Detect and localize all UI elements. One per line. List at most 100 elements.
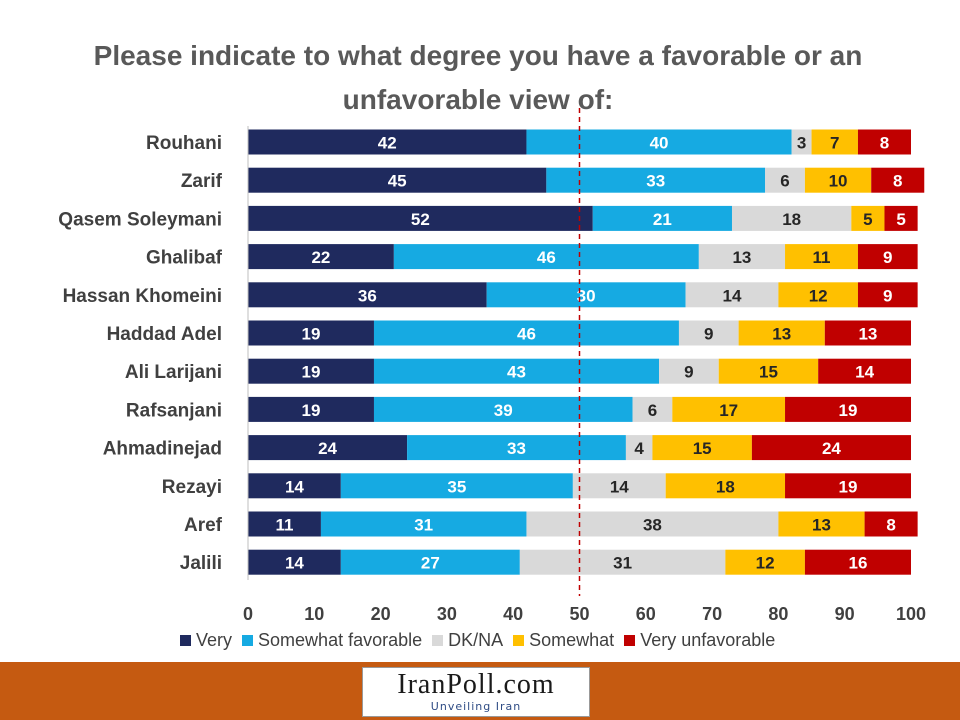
- iranpoll-logo: IranPoll.com Unveiling Iran: [362, 667, 590, 717]
- data-label: 24: [318, 439, 337, 458]
- x-tick-label: 90: [835, 604, 855, 624]
- bar-segment: [765, 167, 805, 193]
- bar-segment: [857, 244, 918, 270]
- bar-segment: [248, 549, 341, 575]
- category-label: Rezayi: [162, 477, 222, 498]
- bar-segment: [785, 396, 911, 422]
- bar-segment: [340, 549, 520, 575]
- legend-label: Very unfavorable: [640, 630, 776, 650]
- bar-segment: [486, 282, 686, 308]
- data-label: 19: [839, 477, 858, 496]
- data-label: 11: [275, 516, 293, 535]
- bar-segment: [818, 358, 911, 384]
- bar-segment: [320, 511, 527, 537]
- legend-swatch: [180, 635, 191, 646]
- data-label: 8: [886, 516, 895, 535]
- bar-segment: [248, 511, 321, 537]
- bar-segment: [678, 320, 739, 346]
- legend-item: Somewhat: [513, 630, 614, 651]
- data-label: 24: [822, 439, 841, 458]
- data-label: 6: [648, 401, 657, 420]
- legend-label: DK/NA: [448, 630, 504, 650]
- x-tick-label: 0: [243, 604, 253, 624]
- bar-segment: [871, 167, 925, 193]
- legend-swatch: [432, 635, 444, 646]
- legend-label: Very: [196, 630, 233, 650]
- data-label: 30: [577, 286, 596, 305]
- x-tick-label: 70: [702, 604, 722, 624]
- bar-segment: [592, 205, 732, 231]
- data-label: 46: [517, 325, 536, 344]
- bar-segment: [718, 358, 819, 384]
- bar-segment: [731, 205, 852, 231]
- bar-segment: [698, 244, 786, 270]
- bar-segment: [572, 473, 666, 499]
- category-label: Qasem Soleymani: [58, 209, 222, 230]
- category-label: Aref: [184, 515, 223, 536]
- bar-segment: [884, 205, 918, 231]
- data-label: 4: [634, 439, 644, 458]
- bar-segment: [248, 205, 593, 231]
- data-label: 9: [883, 248, 892, 267]
- category-label: Jalili: [180, 553, 222, 574]
- logo-tagline: Unveiling Iran: [430, 700, 522, 713]
- data-label: 52: [411, 210, 430, 229]
- category-label: Haddad Adel: [107, 324, 222, 345]
- bar-segment: [864, 511, 918, 537]
- bar-segment: [546, 167, 766, 193]
- x-tick-label: 40: [503, 604, 523, 624]
- category-label: Rafsanjani: [126, 400, 222, 421]
- data-label: 31: [613, 554, 632, 573]
- legend-item: DK/NA: [432, 630, 503, 651]
- data-label: 14: [723, 286, 742, 305]
- bar-segment: [373, 320, 679, 346]
- data-label: 22: [311, 248, 330, 267]
- bar-segment: [652, 435, 752, 461]
- data-label: 19: [302, 363, 321, 382]
- data-label: 11: [813, 248, 831, 267]
- legend-label: Somewhat: [529, 630, 615, 650]
- data-label: 38: [643, 516, 662, 535]
- data-label: 9: [883, 286, 892, 305]
- chart-title: Please indicate to what degree you have …: [93, 40, 863, 115]
- bar-segment: [791, 129, 812, 155]
- data-label: 12: [756, 554, 775, 573]
- bar-segment: [407, 435, 626, 461]
- legend-item: Very unfavorable: [624, 630, 775, 651]
- data-label: 43: [507, 363, 526, 382]
- x-tick-label: 80: [768, 604, 788, 624]
- legend-swatch: [624, 635, 636, 646]
- bar-segment: [785, 473, 911, 499]
- data-label: 3: [797, 134, 806, 153]
- bar-segment: [659, 358, 719, 384]
- bar-segment: [665, 473, 786, 499]
- data-label: 33: [646, 172, 665, 191]
- data-label: 7: [830, 134, 839, 153]
- x-tick-label: 30: [437, 604, 457, 624]
- data-label: 14: [285, 554, 304, 573]
- data-label: 13: [772, 325, 791, 344]
- data-label: 14: [285, 477, 304, 496]
- bar-segment: [685, 282, 779, 308]
- bar-segment: [248, 129, 527, 155]
- data-label: 21: [653, 210, 672, 229]
- data-label: 9: [704, 325, 713, 344]
- bar-segment: [778, 511, 865, 537]
- bar-segment: [851, 205, 885, 231]
- bar-segment: [785, 244, 858, 270]
- data-label: 13: [858, 325, 877, 344]
- data-label: 19: [302, 325, 321, 344]
- bar-segment: [248, 473, 341, 499]
- data-label: 31: [414, 516, 433, 535]
- data-label: 6: [780, 172, 789, 191]
- bar-segment: [248, 396, 374, 422]
- category-label: Ali Larijani: [125, 362, 222, 383]
- data-label: 39: [494, 401, 513, 420]
- data-label: 19: [839, 401, 858, 420]
- data-label: 45: [388, 172, 407, 191]
- bar-segment: [725, 549, 805, 575]
- data-label: 12: [809, 286, 828, 305]
- category-label: Zarif: [181, 171, 223, 192]
- bar-segment: [248, 244, 394, 270]
